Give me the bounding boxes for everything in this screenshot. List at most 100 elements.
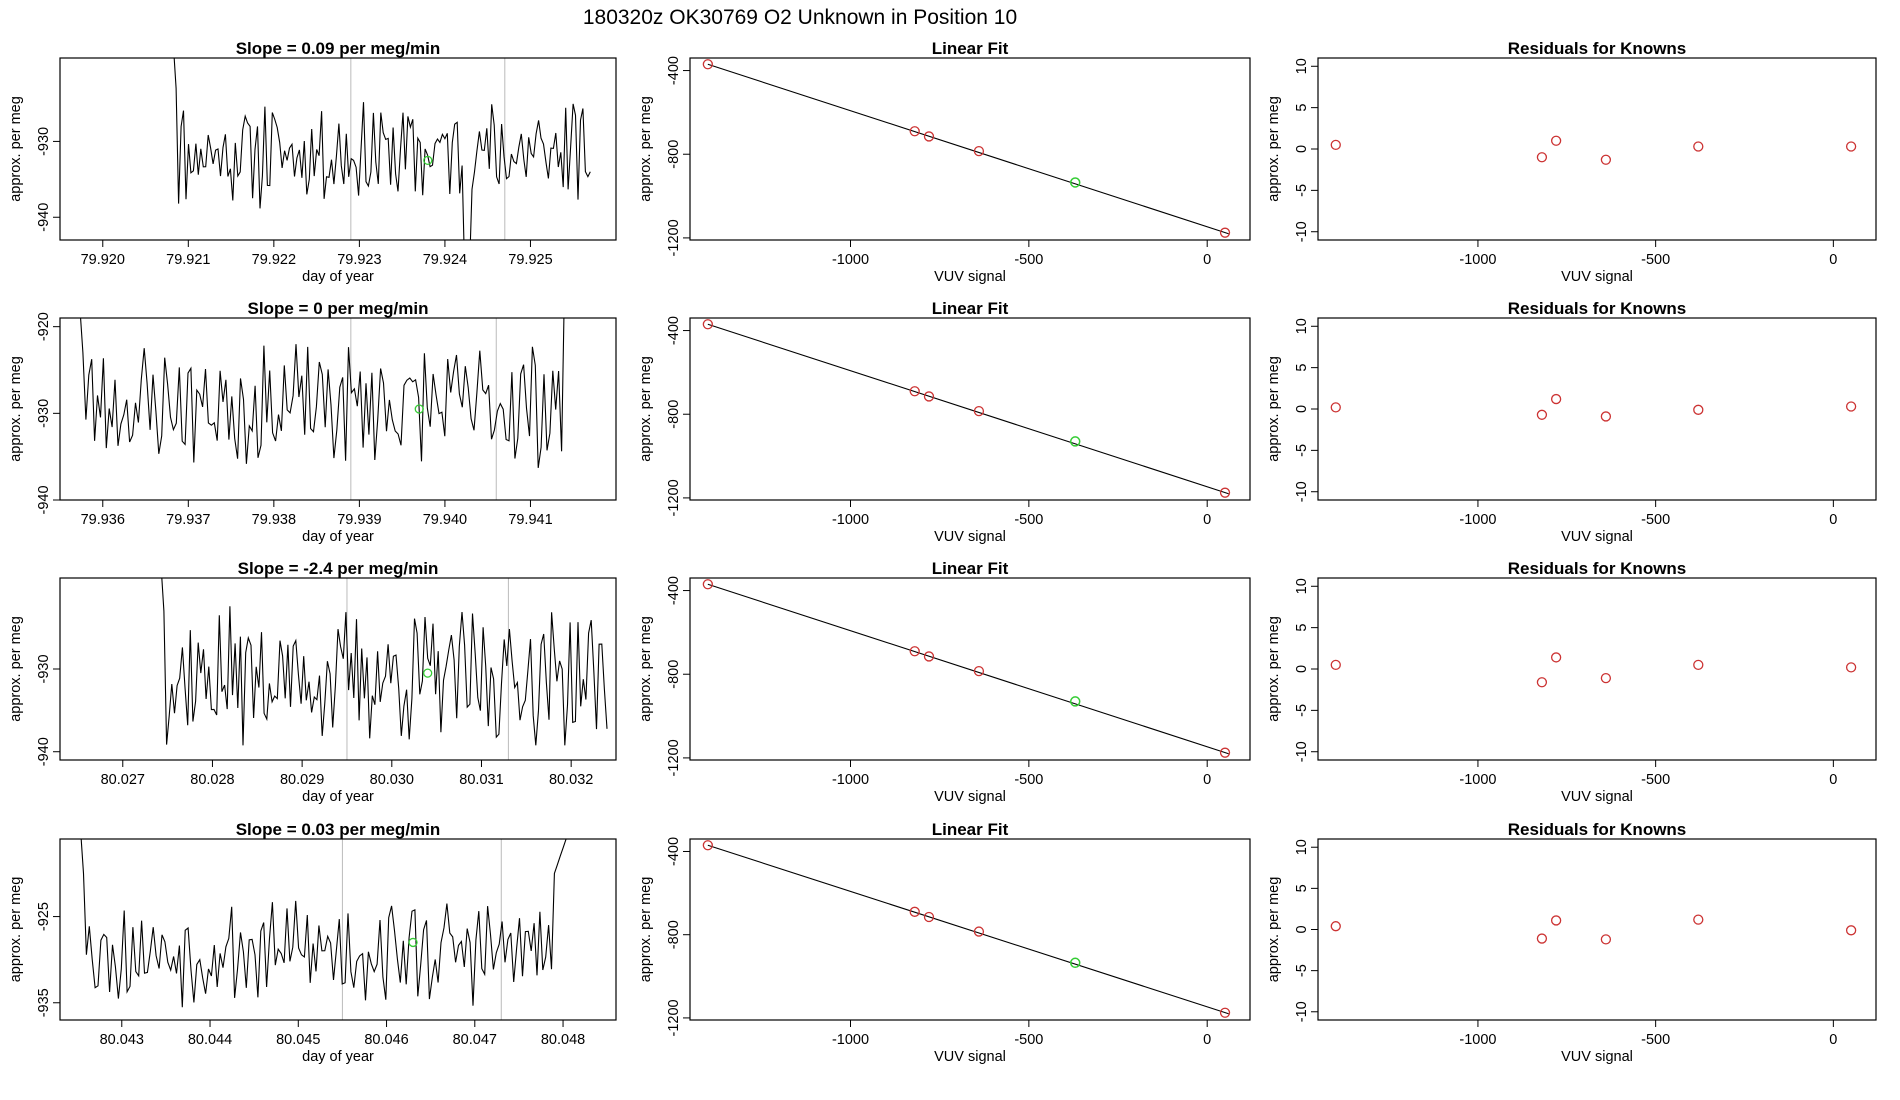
y-axis-label: approx. per meg bbox=[8, 616, 24, 722]
fit-line bbox=[707, 844, 1229, 1015]
panel-12: Residuals for Knowns -1000 -500 0 10 5 0 -5 -10 V… bbox=[1266, 820, 1877, 1065]
y-tick-label: -10 bbox=[1294, 1001, 1310, 1022]
plot-frame bbox=[689, 838, 1251, 1021]
known-point bbox=[1600, 672, 1612, 684]
known-point bbox=[973, 145, 985, 157]
x-tick-label: -1000 bbox=[832, 1032, 869, 1048]
plot-frame bbox=[689, 317, 1251, 501]
x-tick-label: -1000 bbox=[832, 772, 869, 788]
panel-5: Linear Fit -1000 -500 0 -400 -800 -1200 VUV sig… bbox=[638, 39, 1251, 285]
known-point bbox=[702, 59, 713, 70]
plot-area bbox=[702, 579, 1231, 758]
y-tick-label: -925 bbox=[36, 902, 52, 931]
x-tick-label: 80.029 bbox=[280, 772, 324, 788]
known-point bbox=[909, 386, 920, 397]
x-tick-label: 79.925 bbox=[508, 252, 552, 268]
panel-8: Linear Fit -1000 -500 0 -400 -800 -1200 VUV sig… bbox=[638, 820, 1251, 1065]
y-tick-label: -5 bbox=[1294, 444, 1310, 457]
chart-title: Residuals for Knowns bbox=[1508, 559, 1687, 578]
series-line bbox=[80, 839, 567, 1008]
chart-title: Slope = -2.4 per meg/min bbox=[238, 559, 439, 578]
y-axis-label: approx. per meg bbox=[638, 877, 654, 983]
y-tick-label: -930 bbox=[36, 399, 52, 428]
known-point bbox=[909, 646, 920, 657]
x-axis-label: VUV signal bbox=[1561, 789, 1633, 805]
known-point bbox=[1219, 227, 1231, 238]
unknown-point bbox=[423, 668, 433, 678]
known-point bbox=[1550, 135, 1562, 146]
x-tick-label: -500 bbox=[1641, 772, 1670, 788]
x-tick-label: -1000 bbox=[1459, 252, 1496, 268]
y-tick-label: -935 bbox=[36, 988, 52, 1017]
y-tick-label: -400 bbox=[666, 837, 682, 866]
plot-frame bbox=[59, 577, 617, 761]
y-tick-label: 10 bbox=[1294, 578, 1310, 594]
y-tick-label: 5 bbox=[1294, 624, 1310, 632]
known-point bbox=[702, 319, 713, 330]
y-tick-label: -1200 bbox=[666, 999, 682, 1036]
x-tick-label: 79.924 bbox=[423, 252, 467, 268]
y-tick-label: -1200 bbox=[666, 219, 682, 256]
y-tick-label: -940 bbox=[36, 737, 52, 766]
x-axis-label: VUV signal bbox=[934, 529, 1006, 545]
unknown-point bbox=[423, 155, 433, 166]
panel-2: Slope = 0 per meg/min 79.936 79.937 79.938 7… bbox=[8, 299, 617, 545]
y-tick-label: 10 bbox=[1294, 318, 1310, 334]
panel-1: Slope = 0.09 per meg/min 79.920 79.921 79.9… bbox=[8, 39, 617, 285]
known-point bbox=[1693, 659, 1704, 671]
x-tick-label: -1000 bbox=[1459, 512, 1496, 528]
chart-title: Linear Fit bbox=[932, 820, 1009, 839]
known-point bbox=[702, 579, 713, 590]
x-tick-label: 0 bbox=[1829, 252, 1837, 268]
known-point bbox=[1600, 934, 1612, 945]
y-tick-label: -800 bbox=[666, 660, 682, 689]
x-tick-label: -1000 bbox=[1459, 1032, 1496, 1048]
plot-area bbox=[702, 840, 1231, 1018]
known-point bbox=[1550, 393, 1562, 405]
x-tick-label: 80.047 bbox=[453, 1032, 497, 1048]
x-tick-label: 80.046 bbox=[364, 1032, 408, 1048]
x-axis-label: VUV signal bbox=[1561, 269, 1633, 285]
y-tick-label: 0 bbox=[1294, 145, 1310, 153]
x-tick-label: 0 bbox=[1829, 1032, 1837, 1048]
chart-title: Linear Fit bbox=[932, 559, 1009, 578]
y-tick-label: -1200 bbox=[666, 479, 682, 516]
panel-4: Slope = 0.03 per meg/min 80.043 80.044 80.0… bbox=[8, 820, 617, 1065]
known-point bbox=[909, 906, 920, 917]
fit-line bbox=[707, 323, 1229, 495]
x-tick-label: -500 bbox=[1014, 252, 1043, 268]
known-point bbox=[1219, 747, 1231, 758]
plot-area bbox=[1330, 393, 1857, 422]
y-tick-label: 10 bbox=[1294, 839, 1310, 855]
x-tick-label: 0 bbox=[1203, 512, 1211, 528]
x-tick-label: 0 bbox=[1203, 772, 1211, 788]
y-axis-label: approx. per meg bbox=[1266, 96, 1282, 202]
x-tick-label: 80.028 bbox=[190, 772, 234, 788]
known-point bbox=[1330, 659, 1341, 671]
x-axis-label: day of year bbox=[302, 529, 374, 545]
x-tick-label: 80.027 bbox=[101, 772, 145, 788]
unknown-point bbox=[1069, 957, 1081, 969]
known-point bbox=[702, 840, 713, 851]
unknown-point bbox=[1069, 177, 1081, 188]
known-point bbox=[1536, 677, 1548, 688]
known-point bbox=[973, 405, 985, 417]
plot-area bbox=[161, 578, 608, 760]
known-point bbox=[923, 651, 935, 662]
x-tick-label: 79.922 bbox=[252, 252, 296, 268]
known-point bbox=[1330, 402, 1341, 413]
y-tick-label: -400 bbox=[666, 56, 682, 85]
x-axis-label: VUV signal bbox=[1561, 1049, 1633, 1065]
y-tick-label: -5 bbox=[1294, 184, 1310, 197]
plot-frame bbox=[59, 57, 617, 241]
x-tick-label: 80.030 bbox=[370, 772, 414, 788]
y-tick-label: 0 bbox=[1294, 925, 1310, 933]
x-axis-label: VUV signal bbox=[934, 1049, 1006, 1065]
y-tick-label: -940 bbox=[36, 203, 52, 232]
y-tick-label: -920 bbox=[36, 312, 52, 341]
y-axis-label: approx. per meg bbox=[638, 96, 654, 202]
x-tick-label: -500 bbox=[1641, 512, 1670, 528]
x-tick-label: 79.938 bbox=[252, 512, 296, 528]
x-tick-label: -500 bbox=[1641, 252, 1670, 268]
x-tick-label: -500 bbox=[1014, 772, 1043, 788]
